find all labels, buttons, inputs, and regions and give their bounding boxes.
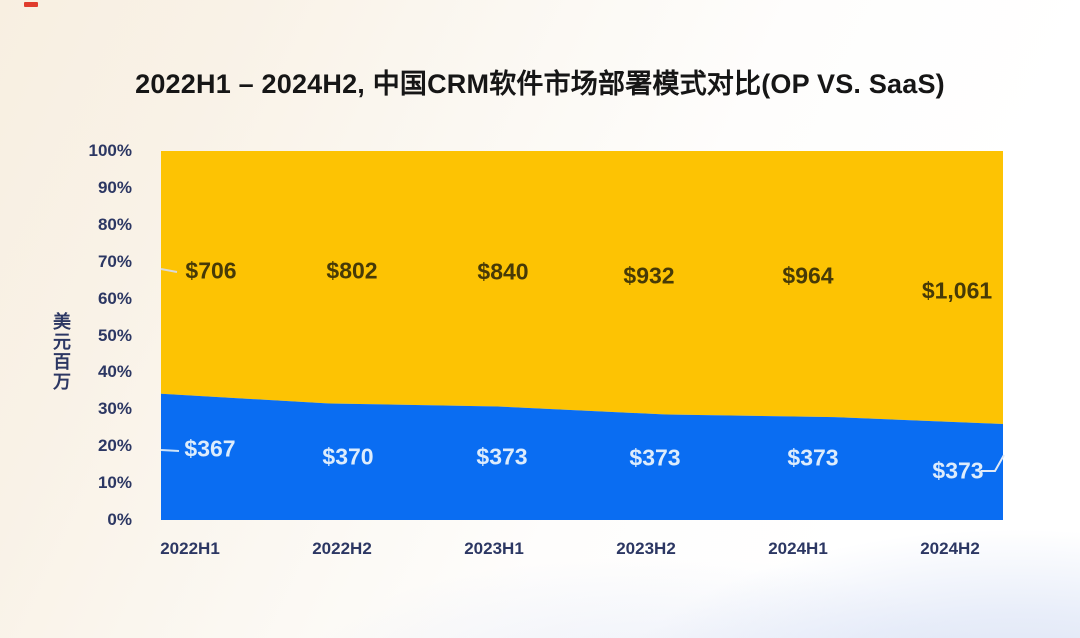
y-tick-label: 0% — [107, 510, 132, 529]
y-tick-label: 50% — [97, 325, 132, 345]
x-axis-label: 2024H2 — [920, 539, 980, 558]
y-axis-title-char: 元 — [53, 332, 71, 352]
chart-title: 2022H1 – 2024H2, 中国CRM软件市场部署模式对比(OP VS. … — [135, 69, 945, 99]
blue-series-value-label: $373 — [476, 443, 528, 470]
y-axis-title-char: 美 — [53, 312, 71, 332]
y-tick-label: 60% — [97, 288, 132, 308]
x-axis-label: 2023H2 — [616, 539, 676, 558]
yellow-series-value-label: $932 — [623, 262, 675, 289]
leader-line-blue-first — [160, 449, 180, 452]
y-tick-label: 20% — [97, 436, 132, 456]
x-axis-label: 2022H2 — [312, 539, 372, 558]
y-tick-label: 30% — [97, 399, 132, 419]
blue-series-value-label: $373 — [932, 457, 984, 484]
yellow-series-value-label: $840 — [477, 258, 529, 285]
red-dash-decoration — [24, 2, 38, 7]
yellow-series-value-label: $706 — [185, 257, 237, 284]
yellow-series-value-label: $802 — [326, 257, 378, 284]
blue-area-series — [161, 393, 1003, 520]
x-axis-label: 2024H1 — [768, 539, 828, 558]
y-tick-label: 10% — [97, 473, 132, 493]
blue-series-value-label: $367 — [184, 435, 236, 462]
y-tick-label: 100% — [88, 141, 132, 160]
blue-series-value-label: $373 — [787, 444, 839, 471]
y-tick-label: 90% — [97, 177, 132, 197]
yellow-area-series — [161, 151, 1003, 424]
leader-line-yellow-first — [160, 268, 178, 273]
x-axis-label: 2022H1 — [160, 539, 220, 558]
blue-series-value-label: $370 — [322, 443, 374, 470]
blue-series-value-label: $373 — [629, 444, 681, 471]
leader-line-blue-last — [981, 454, 1005, 472]
yellow-series-value-label: $1,061 — [921, 277, 993, 304]
x-axis-label: 2023H1 — [464, 539, 524, 558]
y-axis-title-char: 百 — [53, 352, 71, 372]
y-tick-label: 70% — [97, 251, 132, 271]
y-axis-title: 美元百万 — [52, 312, 72, 392]
yellow-series-value-label: $964 — [782, 262, 834, 289]
y-axis-title-char: 万 — [53, 372, 71, 392]
y-tick-label: 80% — [97, 214, 132, 234]
y-tick-label: 40% — [97, 362, 132, 382]
